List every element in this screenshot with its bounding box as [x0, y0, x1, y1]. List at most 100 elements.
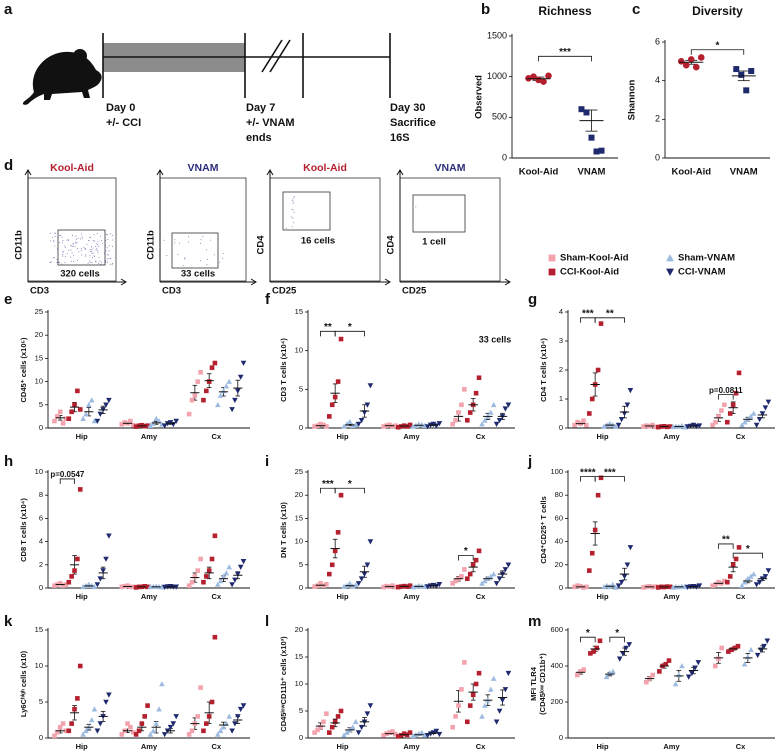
- data-point: [396, 424, 401, 430]
- data-point: [329, 724, 335, 730]
- data-point: [436, 582, 443, 588]
- event-dot: [103, 252, 105, 254]
- plot-title: Kool-Aid: [50, 162, 94, 174]
- y-tick-label: 0: [559, 733, 563, 742]
- y-tick-label: 0: [39, 423, 43, 432]
- data-point: [462, 660, 467, 665]
- data-point: [355, 730, 362, 736]
- event-text: +/- VNAM: [246, 117, 295, 129]
- x-tick-label: Hip: [596, 432, 609, 441]
- legend-marker: [666, 254, 674, 262]
- event-dot: [91, 262, 93, 264]
- data-point: [80, 731, 86, 737]
- data-point: [476, 548, 482, 554]
- data-point: [332, 719, 338, 725]
- data-point: [103, 402, 109, 408]
- data-point: [329, 562, 335, 568]
- x-tick-label: Amy: [141, 592, 158, 601]
- data-point: [94, 728, 101, 734]
- x-tick-label: Hip: [76, 432, 89, 441]
- x-tick-label: Cx: [736, 592, 746, 601]
- data-point: [407, 583, 413, 588]
- data-point: [618, 417, 625, 423]
- axis-arrow: [24, 169, 32, 282]
- data-point: [722, 402, 727, 408]
- data-point: [741, 661, 748, 667]
- event-dot: [217, 239, 219, 241]
- y-axis-label: CD8 T cells (x10⁴): [19, 498, 28, 562]
- data-point: [689, 670, 695, 677]
- axis-arrow: [156, 169, 164, 282]
- data-point: [215, 731, 221, 737]
- x-axis-label: CD25: [402, 286, 427, 297]
- data-point: [318, 581, 323, 586]
- panel-label: l: [265, 613, 269, 630]
- event-dot: [67, 239, 69, 241]
- data-point: [338, 492, 344, 498]
- data-point: [697, 54, 705, 61]
- significance-bracket: [609, 636, 625, 643]
- event-dot: [174, 239, 176, 241]
- event-dot: [98, 256, 100, 258]
- data-point: [490, 401, 497, 408]
- gate: [412, 194, 466, 233]
- event-dot: [292, 198, 294, 200]
- event-dot: [291, 226, 293, 228]
- event-dot: [70, 249, 72, 251]
- data-point: [593, 148, 600, 155]
- data-point: [186, 583, 192, 588]
- mouse-body: [22, 51, 102, 105]
- data-point: [748, 68, 755, 74]
- event-dot: [206, 264, 208, 266]
- y-tick-label: 15: [35, 353, 43, 362]
- data-point: [83, 411, 89, 417]
- significance-label: *: [716, 40, 720, 51]
- event-dot: [70, 256, 72, 258]
- data-point: [612, 423, 619, 429]
- x-tick-label: Hip: [596, 592, 609, 601]
- data-point: [407, 422, 413, 428]
- event-dot: [105, 233, 107, 235]
- x-tick-label: VNAM: [578, 167, 606, 178]
- data-point: [201, 728, 206, 734]
- event-dot: [62, 250, 64, 252]
- data-point: [355, 421, 362, 427]
- data-point: [358, 724, 365, 731]
- y-tick-label: 400: [550, 661, 563, 670]
- event-dot: [102, 243, 104, 245]
- data-point: [695, 660, 702, 666]
- data-point: [232, 577, 238, 583]
- event-dot: [106, 247, 108, 249]
- event-dot: [107, 238, 109, 240]
- data-point: [387, 730, 392, 735]
- data-point: [436, 421, 443, 427]
- event-dot: [91, 252, 93, 254]
- data-point: [470, 562, 476, 568]
- y-axis-label: Ly6Cʰⁱᵍʰ cells (x10): [18, 650, 28, 717]
- data-point: [421, 422, 428, 428]
- data-point: [730, 402, 736, 408]
- x-tick-label: VNAM: [730, 167, 758, 178]
- data-point: [716, 656, 721, 662]
- event-dot: [50, 261, 52, 263]
- data-point: [335, 530, 341, 535]
- data-point: [390, 583, 395, 588]
- data-point: [696, 423, 703, 429]
- x-axis-label: CD25: [272, 286, 297, 297]
- data-point: [753, 422, 760, 428]
- data-point: [433, 728, 440, 734]
- data-point: [626, 642, 633, 648]
- event-dot: [89, 249, 91, 250]
- event-dot: [64, 247, 66, 249]
- event-dot: [219, 261, 221, 263]
- y-tick-label: 4: [39, 537, 43, 546]
- data-point: [335, 714, 341, 719]
- event-dot: [200, 260, 201, 262]
- data-point: [745, 575, 751, 581]
- data-point: [189, 397, 195, 403]
- data-point: [726, 649, 731, 654]
- x-tick-label: Cx: [736, 742, 746, 751]
- data-point: [204, 388, 209, 394]
- data-point: [327, 730, 332, 735]
- data-point: [657, 669, 662, 674]
